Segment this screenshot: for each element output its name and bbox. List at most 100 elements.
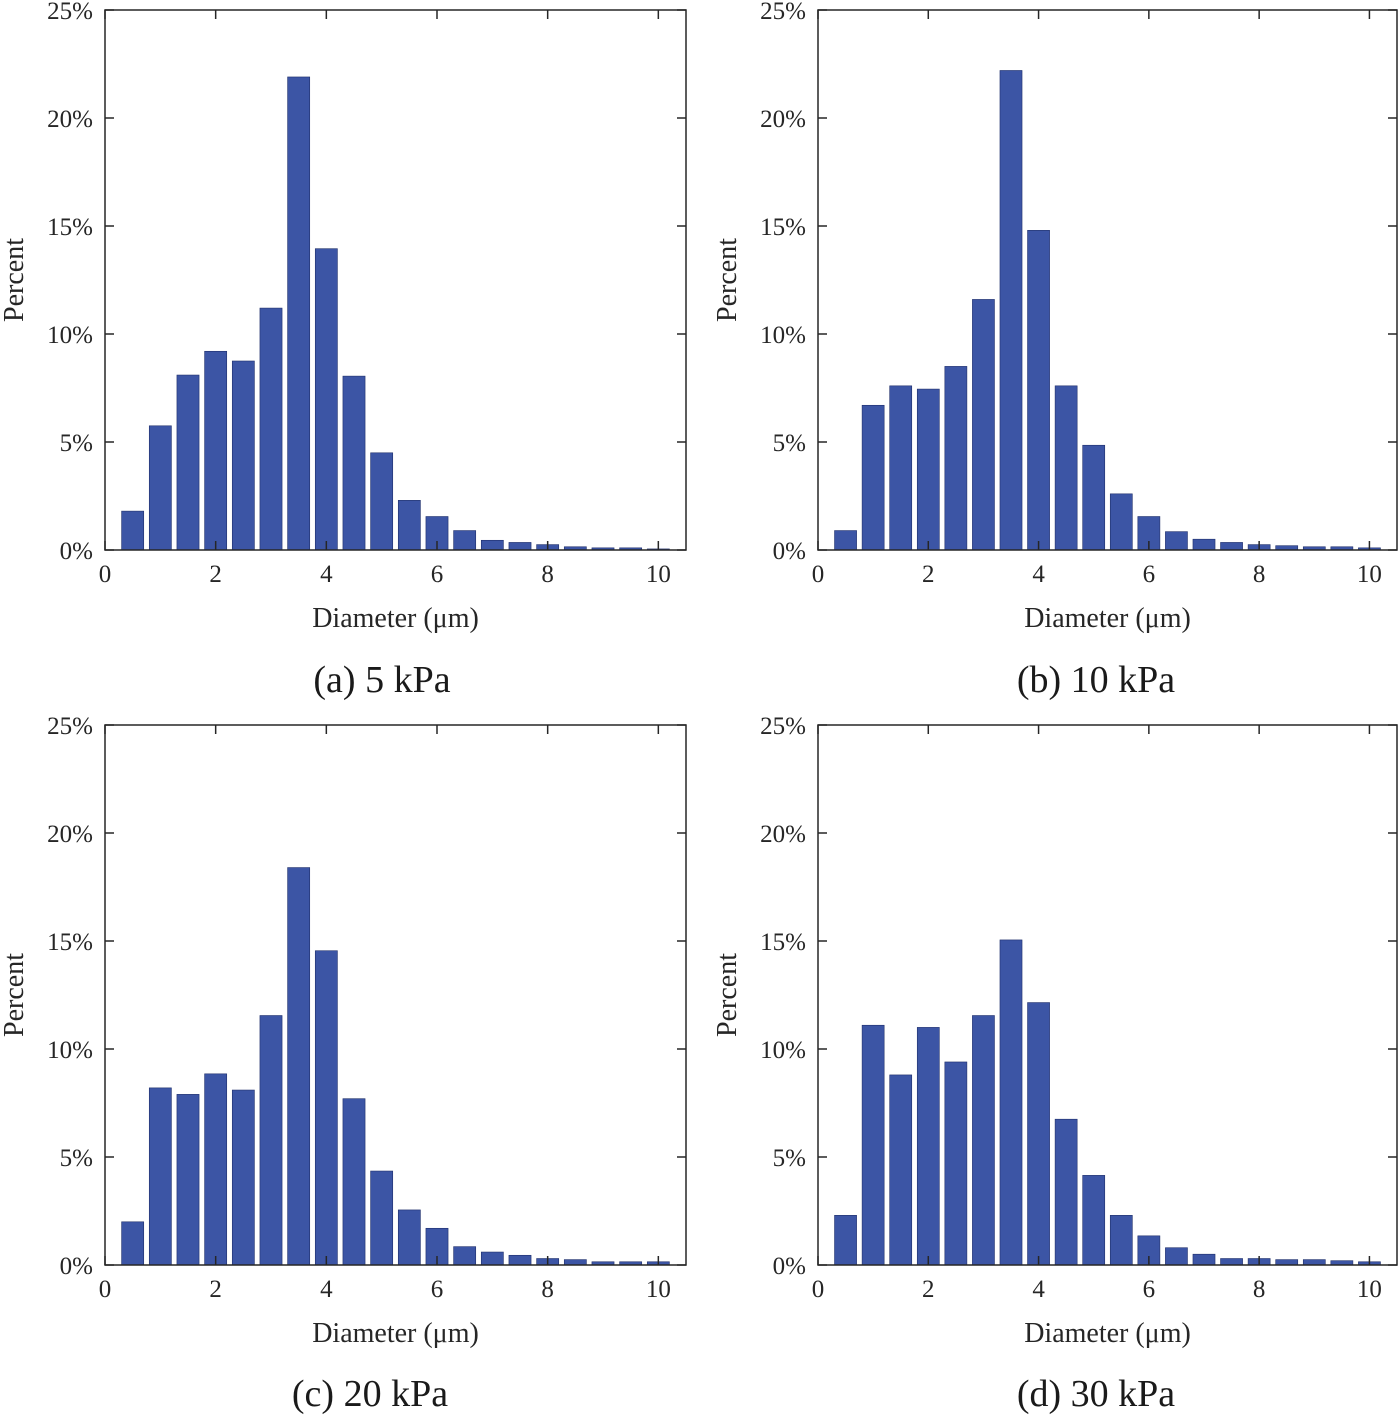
bar [944, 1061, 968, 1266]
axes-box [817, 9, 1398, 551]
x-tick-label: 8 [541, 561, 554, 588]
x-tick-label: 4 [1032, 561, 1045, 588]
x-tick-label: 0 [812, 1276, 825, 1303]
y-tick-label: 0% [60, 538, 93, 565]
bar [1082, 444, 1106, 551]
y-tick-label: 10% [760, 1037, 806, 1064]
bar [563, 1259, 587, 1266]
y-tick-label: 15% [760, 214, 806, 241]
y-tick-label: 15% [760, 929, 806, 956]
bar [1165, 531, 1188, 551]
y-tick-label: 0% [773, 1253, 806, 1280]
y-tick-label: 0% [773, 538, 806, 565]
bar [259, 1015, 283, 1266]
x-tick-label: 2 [209, 1276, 222, 1303]
bar [342, 375, 366, 551]
bar [453, 1246, 477, 1266]
chart-panel-3: 0 2 4 6 8 10 0% 5% 10% 15% 20% 25% Diameter (μm) Perc… [0, 713, 687, 1415]
chart-panel-1: 0 2 4 6 8 10 0% 5% 10% 15% 20% 25% Diameter (μm) Perc… [0, 0, 687, 701]
y-tick-label: 5% [773, 1145, 806, 1172]
bar [287, 867, 311, 1266]
y-axis-label: Percent [0, 953, 30, 1037]
x-tick-label: 0 [812, 561, 825, 588]
x-tick-label: 10 [646, 561, 671, 588]
bar [1165, 1247, 1188, 1266]
x-tick-label: 8 [1253, 1276, 1266, 1303]
bar [370, 1170, 394, 1266]
panel-caption: (c) 20 kPa [292, 1373, 448, 1415]
bar [999, 939, 1023, 1266]
bar [148, 1087, 172, 1266]
x-tick-label: 8 [541, 1276, 554, 1303]
bar [972, 299, 995, 551]
y-tick-label: 20% [47, 106, 93, 133]
y-axis-label: Percent [0, 238, 30, 322]
x-tick-label: 0 [99, 1276, 112, 1303]
bar [861, 404, 885, 551]
x-tick-label: 6 [431, 561, 444, 588]
bar [342, 1098, 366, 1266]
y-tick-label: 25% [47, 713, 93, 740]
chart-panel-4: 0 2 4 6 8 10 0% 5% 10% 15% 20% 25% Diameter (μm) Perc… [712, 713, 1398, 1415]
bar [861, 1024, 885, 1266]
x-tick-label: 2 [922, 1276, 935, 1303]
bar [508, 1254, 532, 1266]
bar [999, 70, 1023, 551]
x-tick-label: 8 [1253, 561, 1266, 588]
x-tick-label: 2 [922, 561, 935, 588]
x-tick-label: 10 [1357, 1276, 1382, 1303]
x-tick-label: 6 [431, 1276, 444, 1303]
x-axis-label: Diameter (μm) [312, 1318, 479, 1349]
y-tick-label: 5% [60, 1145, 93, 1172]
x-tick-label: 0 [99, 561, 112, 588]
panel-caption: (b) 10 kPa [1017, 659, 1175, 701]
bar [889, 1074, 913, 1266]
bar [453, 530, 477, 551]
bar [121, 1221, 145, 1266]
bar [889, 385, 913, 551]
y-tick-label: 20% [47, 821, 93, 848]
bar [834, 530, 857, 551]
bar [204, 350, 228, 551]
bar [834, 1215, 857, 1266]
y-tick-label: 20% [760, 106, 806, 133]
y-tick-label: 20% [760, 821, 806, 848]
y-axis-label: Percent [712, 953, 743, 1037]
x-tick-label: 6 [1143, 1276, 1156, 1303]
x-tick-label: 4 [1032, 1276, 1045, 1303]
chart-panel-2: 0 2 4 6 8 10 0% 5% 10% 15% 20% 25% Diameter (μm) Perc… [712, 0, 1398, 701]
bar [314, 950, 338, 1266]
x-axis-label: Diameter (μm) [312, 603, 479, 634]
bar [148, 425, 172, 551]
y-tick-label: 10% [47, 322, 93, 349]
bar [916, 388, 940, 551]
bar [1192, 1253, 1216, 1266]
bar [1109, 493, 1133, 551]
bar [972, 1015, 995, 1266]
bar [1275, 1259, 1299, 1266]
bar-series [121, 76, 670, 551]
bar-series [834, 939, 1381, 1266]
bar [397, 1209, 421, 1266]
y-tick-label: 0% [60, 1253, 93, 1280]
bar [1302, 1259, 1326, 1266]
bar [480, 1251, 504, 1266]
panel-caption: (a) 5 kPa [313, 659, 450, 701]
x-tick-label: 10 [1357, 561, 1382, 588]
axes-box [104, 724, 687, 1266]
y-tick-label: 10% [47, 1037, 93, 1064]
bar-series [834, 70, 1381, 551]
bar [1220, 542, 1243, 551]
bar [508, 542, 532, 551]
bar [397, 500, 421, 551]
y-tick-label: 5% [773, 430, 806, 457]
y-tick-label: 25% [760, 0, 806, 25]
bar [1027, 230, 1050, 551]
x-tick-label: 2 [209, 561, 222, 588]
bar [1109, 1215, 1133, 1266]
bar [314, 248, 338, 551]
y-tick-label: 10% [760, 322, 806, 349]
bar [1220, 1258, 1243, 1266]
x-tick-label: 4 [320, 1276, 333, 1303]
y-tick-label: 25% [47, 0, 93, 25]
